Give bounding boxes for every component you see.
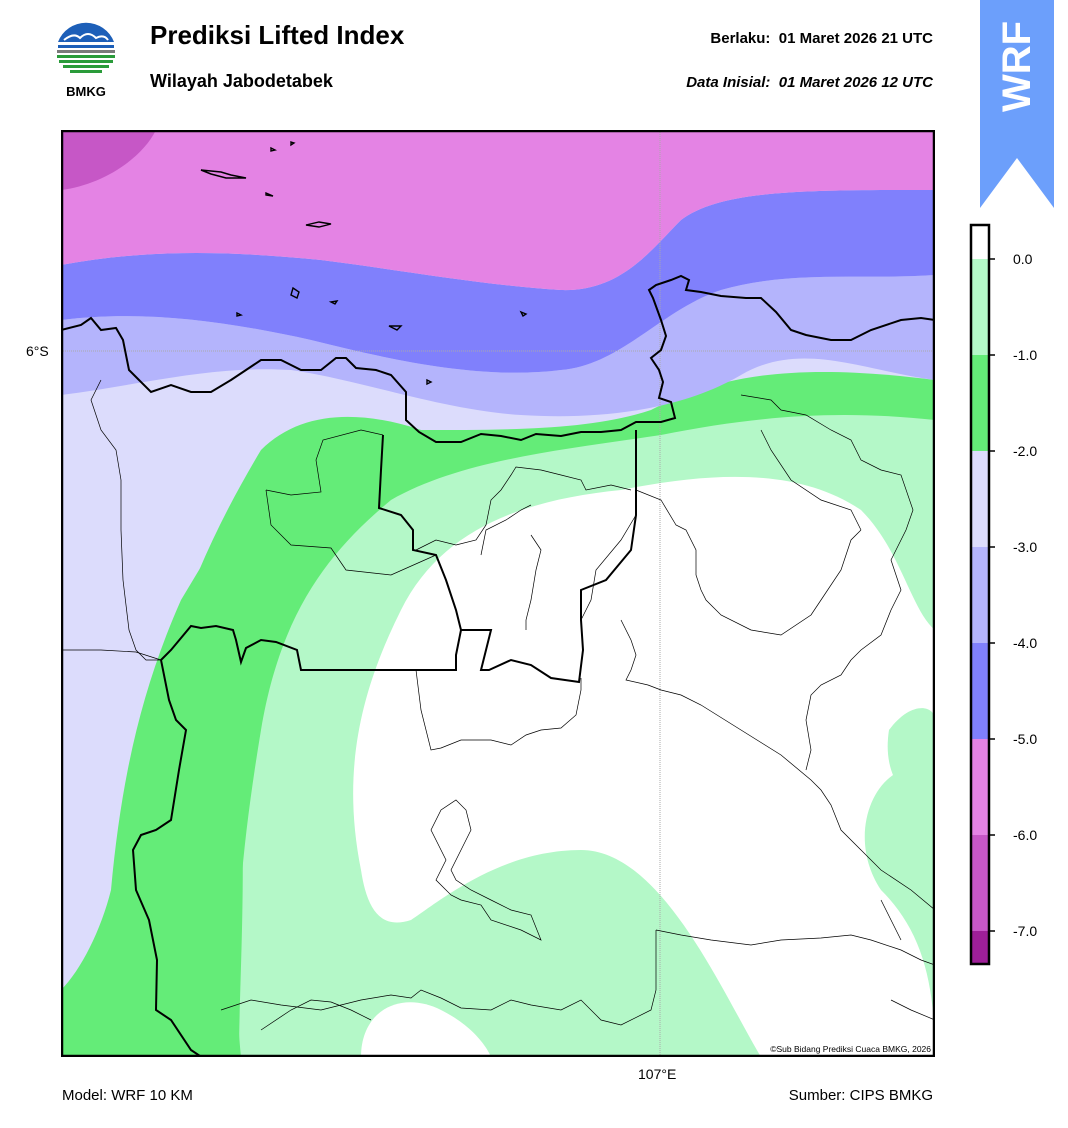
colorbar: 0.0 -1.0 -2.0 -3.0 -4.0 -5.0 -6.0 -7.0 (969, 223, 1037, 966)
colorbar-tick-label: -3.0 (1013, 539, 1037, 555)
colorbar-segment (971, 451, 989, 547)
colorbar-tick-label: -6.0 (1013, 827, 1037, 843)
wrf-banner-text: WRF (995, 21, 1039, 112)
li-region-m4-m3 (61, 275, 935, 417)
initial-time: Data Inisial: 01 Maret 2026 12 UTC (686, 74, 933, 91)
logo-text: BMKG (66, 84, 106, 99)
model-label: Model: WRF 10 KM (62, 1087, 193, 1104)
colorbar-segment (971, 835, 989, 931)
colorbar-segment (971, 931, 989, 964)
colorbar-tick-label: -1.0 (1013, 347, 1037, 363)
colorbar-tick-label: 0.0 (1013, 251, 1033, 267)
lifted-index-map: ©Sub Bidang Prediksi Cuaca BMKG, 2026 (61, 130, 935, 1057)
colorbar-segment (971, 355, 989, 451)
li-region-m7-m6 (61, 130, 156, 190)
coastline (61, 274, 935, 443)
map-credit: ©Sub Bidang Prediksi Cuaca BMKG, 2026 (770, 1044, 931, 1054)
colorbar-border (969, 223, 991, 966)
valid-time: Berlaku: 01 Maret 2026 21 UTC (710, 30, 933, 47)
source-label: Sumber: CIPS BMKG (788, 1087, 933, 1104)
colorbar-tick-label: -7.0 (1013, 923, 1037, 939)
li-region-ge0 (353, 476, 935, 1057)
colorbar-tick-label: -2.0 (1013, 443, 1037, 459)
map-title: Prediksi Lifted Index (150, 20, 405, 50)
wrf-banner: WRF (980, 0, 1054, 208)
map-subtitle: Wilayah Jabodetabek (150, 71, 333, 91)
colorbar-segment (971, 643, 989, 739)
latitude-label: 6°S (26, 343, 49, 359)
colorbar-segment (971, 225, 989, 259)
li-region-m5-m4 (61, 190, 935, 373)
colorbar-tick-label: -5.0 (1013, 731, 1037, 747)
colorbar-segment (971, 259, 989, 355)
colorbar-tick-label: -4.0 (1013, 635, 1037, 651)
bmkg-logo (56, 22, 116, 82)
li-region-m6-m5 (61, 130, 935, 291)
colorbar-segment (971, 547, 989, 643)
province-boundary (377, 430, 637, 684)
colorbar-segment (971, 739, 989, 835)
longitude-label: 107°E (638, 1066, 677, 1082)
